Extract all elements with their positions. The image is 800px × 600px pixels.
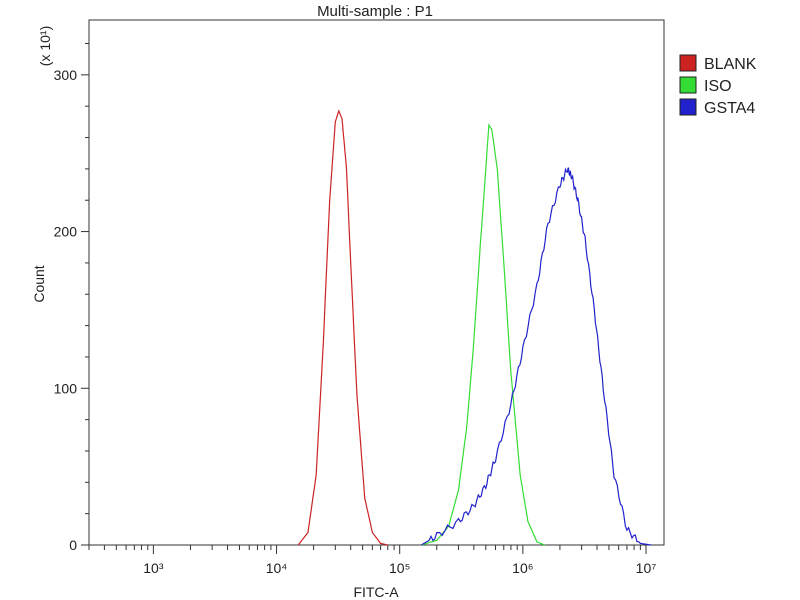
x-tick-label: 10⁶ [512, 560, 533, 576]
x-axis: 10³ 10⁴ 10⁵ 10⁶ 10⁷ [88, 545, 657, 576]
legend-label-blank: BLANK [704, 56, 757, 73]
series-iso-line [421, 123, 545, 546]
series-blank-line [297, 109, 388, 546]
legend-swatch-iso [679, 76, 697, 94]
y-axis-label: Count [31, 265, 47, 302]
legend-label-gsta4: GSTA4 [704, 100, 755, 117]
x-tick-label: 10⁵ [389, 560, 410, 576]
legend-swatch-gsta4 [679, 98, 697, 116]
y-tick-label: 100 [54, 380, 78, 396]
x-tick-label: 10³ [143, 560, 164, 576]
series-layer [297, 109, 652, 546]
series-gsta4-line [421, 167, 652, 546]
y-axis: 0 100 200 300 [54, 43, 89, 553]
y-tick-label: 300 [54, 67, 78, 83]
y-tick-label: 200 [54, 224, 78, 240]
legend-swatch-blank [679, 54, 697, 72]
x-tick-label: 10⁷ [636, 560, 657, 576]
plot-frame [88, 19, 665, 546]
chart-title: Multi-sample : P1 [317, 3, 433, 20]
x-tick-label: 10⁴ [266, 560, 288, 576]
legend: BLANK ISO GSTA4 [679, 54, 757, 117]
x-axis-label: FITC-A [353, 584, 399, 600]
y-tick-label: 0 [69, 537, 77, 553]
legend-label-iso: ISO [704, 78, 732, 95]
y-axis-multiplier: (x 10¹) [37, 26, 53, 66]
